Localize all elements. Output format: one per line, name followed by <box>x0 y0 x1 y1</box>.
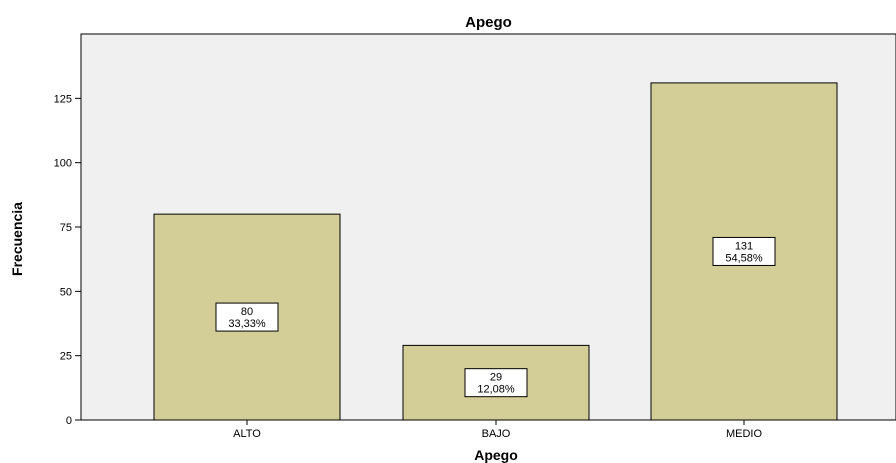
y-tick-label-50: 50 <box>60 286 72 298</box>
x-tick-label-medio: MEDIO <box>726 428 763 440</box>
y-axis-label: Frecuencia <box>9 202 25 276</box>
y-tick-label-125: 125 <box>54 93 72 105</box>
chart-title: Apego <box>465 14 512 31</box>
data-label-count-alto: 80 <box>241 306 253 318</box>
data-label-box-medio <box>712 236 776 266</box>
y-tick-label-0: 0 <box>66 415 72 427</box>
x-axis-label: Apego <box>474 447 518 463</box>
data-label-percent-alto: 33,33% <box>228 318 266 330</box>
data-label-box-bajo <box>464 368 528 398</box>
data-label-percent-bajo: 12,08% <box>477 384 515 396</box>
axes-layer: ALTO BAJO MEDIO 0 25 50 75 100 125 <box>54 93 763 440</box>
data-label-box-alto <box>215 302 279 332</box>
y-tick-label-100: 100 <box>54 158 72 170</box>
data-label-percent-medio: 54,58% <box>725 252 763 264</box>
y-tick-label-75: 75 <box>60 222 72 234</box>
x-tick-label-alto: ALTO <box>233 428 261 440</box>
y-tick-label-25: 25 <box>60 351 72 363</box>
x-tick-label-bajo: BAJO <box>482 428 511 440</box>
data-label-count-medio: 131 <box>735 240 753 252</box>
data-label-count-bajo: 29 <box>490 372 502 384</box>
